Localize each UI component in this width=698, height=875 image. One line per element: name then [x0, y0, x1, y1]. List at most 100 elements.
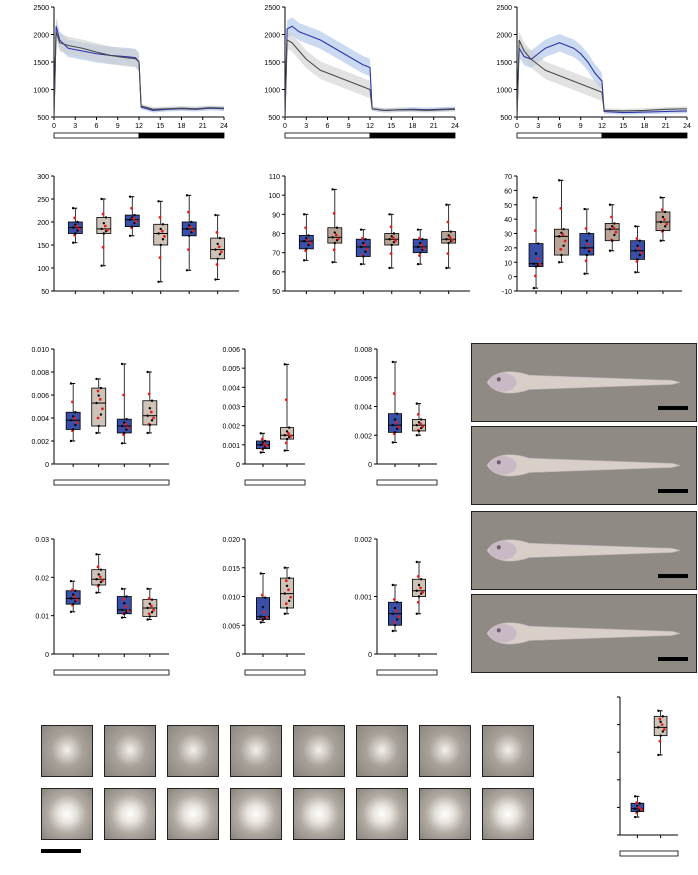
- data-point: [125, 428, 128, 431]
- data-point: [391, 423, 394, 427]
- x-tick-label: 3: [304, 123, 308, 130]
- data-point: [537, 242, 540, 245]
- box-chart-B1: 50 100 150 200 250 300: [37, 174, 239, 296]
- data-point: [587, 250, 591, 253]
- data-point-red: [191, 229, 195, 233]
- x-tick-label: 21: [662, 123, 670, 130]
- data-point: [657, 753, 660, 757]
- data-point: [264, 439, 267, 443]
- y-tick-label: 1000: [264, 88, 280, 95]
- data-point: [71, 226, 75, 229]
- box-chart-B2: 50 60 70 80 90 100 110: [268, 174, 470, 296]
- x-tick-label: 24: [451, 123, 459, 130]
- y-tick-label: 0.002: [354, 433, 372, 440]
- y-tick-label: 0.005: [222, 623, 240, 630]
- box-iqr: [279, 427, 294, 440]
- data-point: [69, 382, 73, 385]
- thumbnail-image: [356, 788, 408, 840]
- data-point: [69, 597, 73, 600]
- box-iqr: [327, 227, 343, 244]
- data-point: [120, 616, 124, 619]
- data-point: [560, 231, 563, 234]
- x-tick-label: 6: [95, 123, 99, 130]
- data-point-red: [363, 243, 367, 247]
- data-point: [100, 227, 103, 231]
- fish-specimen: [485, 618, 682, 649]
- data-point-red: [284, 579, 288, 583]
- data-point-red: [559, 247, 563, 251]
- data-point: [659, 734, 662, 737]
- data-point-red: [101, 579, 104, 583]
- box-chart-C2: 0 0.001 0.002 0.003 0.004 0.005 0.006: [222, 347, 306, 486]
- data-point-red: [392, 620, 396, 624]
- data-point: [125, 595, 128, 598]
- data-point: [585, 239, 589, 242]
- data-point: [613, 233, 616, 237]
- data-point: [95, 553, 98, 556]
- data-point-red: [122, 393, 125, 397]
- data-point-red: [416, 574, 420, 578]
- data-point-red: [73, 416, 77, 420]
- data-point: [161, 223, 165, 226]
- box-chart-E1: [617, 696, 679, 857]
- y-tick-label: 0.001: [222, 443, 240, 450]
- y-tick-label: 70: [504, 174, 512, 181]
- data-point: [157, 280, 160, 283]
- data-point-red: [419, 422, 422, 426]
- data-point: [150, 598, 154, 601]
- data-point-red: [189, 225, 193, 229]
- data-point: [445, 203, 448, 206]
- light-phase-bar: [376, 669, 438, 676]
- light-phase-bar: [244, 479, 306, 486]
- data-point: [285, 606, 289, 610]
- data-point: [99, 386, 103, 390]
- y-tick-label: 0: [368, 652, 372, 659]
- data-point: [661, 715, 664, 718]
- data-point: [302, 239, 306, 243]
- box-iqr: [153, 223, 169, 246]
- data-point: [185, 227, 189, 231]
- light-phase-bar: [516, 132, 603, 139]
- data-point-red: [101, 245, 105, 249]
- thumbnail-image: [167, 788, 219, 840]
- y-tick-label: 2000: [33, 33, 49, 40]
- data-point-red: [158, 216, 162, 219]
- y-tick-label: 100: [37, 266, 49, 273]
- data-point: [447, 234, 450, 237]
- data-point-red: [187, 210, 190, 214]
- data-point: [634, 795, 637, 798]
- data-point-red: [561, 233, 565, 236]
- data-point: [120, 608, 124, 612]
- data-point: [259, 621, 262, 624]
- data-point: [74, 411, 77, 414]
- data-point: [396, 412, 399, 415]
- dark-phase-bar: [601, 132, 688, 139]
- x-tick-label: 18: [641, 123, 649, 130]
- data-point: [415, 589, 418, 592]
- x-tick-label: 12: [598, 123, 606, 130]
- data-point: [445, 238, 448, 241]
- data-point-red: [284, 602, 288, 606]
- data-point: [634, 815, 637, 819]
- data-point: [283, 566, 286, 569]
- data-point: [216, 242, 219, 246]
- data-point: [393, 431, 397, 434]
- x-tick-label: 18: [409, 123, 417, 130]
- y-tick-label: 1000: [33, 88, 49, 95]
- data-point: [362, 255, 365, 258]
- data-point-red: [658, 717, 662, 721]
- y-tick-label: 0.001: [354, 595, 372, 602]
- data-point-red: [134, 220, 138, 223]
- data-point: [71, 241, 75, 244]
- data-point-red: [106, 228, 109, 232]
- y-tick-label: 20: [504, 246, 512, 253]
- data-point: [259, 451, 262, 454]
- data-point-red: [265, 444, 269, 448]
- data-point-red: [132, 217, 136, 220]
- data-point: [587, 232, 591, 235]
- data-point: [104, 216, 108, 219]
- box-iqr: [96, 216, 112, 234]
- data-point: [558, 179, 561, 182]
- series-line-grey: [284, 39, 456, 118]
- thumbnail-image: [293, 725, 345, 777]
